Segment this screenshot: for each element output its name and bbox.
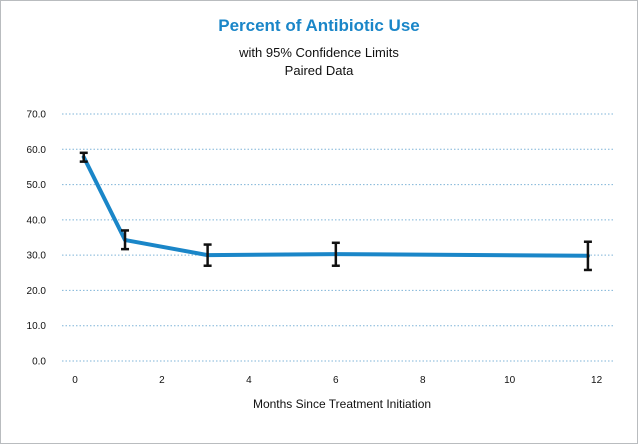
series-line-0 bbox=[81, 155, 590, 258]
error-bar-4 bbox=[583, 240, 592, 272]
x-axis-label: Months Since Treatment Initiation bbox=[253, 397, 431, 411]
data-series bbox=[81, 155, 590, 258]
x-tick-label-2: 4 bbox=[246, 375, 252, 386]
y-tick-label-7: 70.0 bbox=[27, 110, 47, 121]
x-tick-label-5: 10 bbox=[504, 375, 516, 386]
y-axis-ticks: 0.0 10.0 20.0 30.0 40.0 50.0 60.0 70.0 bbox=[27, 110, 47, 368]
x-tick-label-0: 0 bbox=[72, 375, 78, 386]
y-tick-label-5: 50.0 bbox=[27, 180, 47, 191]
x-tick-label-4: 8 bbox=[420, 375, 426, 386]
y-tick-label-4: 40.0 bbox=[27, 215, 47, 226]
chart-subtitle-line-2: Paired Data bbox=[284, 63, 354, 78]
gridlines bbox=[62, 113, 614, 362]
chart-title: Percent of Antibiotic Use bbox=[218, 16, 420, 35]
error-bar-0 bbox=[79, 151, 88, 163]
chart-subtitle-line-1: with 95% Confidence Limits bbox=[239, 45, 399, 60]
y-tick-label-6: 60.0 bbox=[27, 145, 47, 156]
y-tick-label-3: 30.0 bbox=[27, 251, 47, 262]
y-tick-label-1: 10.0 bbox=[27, 321, 47, 332]
x-tick-label-6: 12 bbox=[591, 375, 603, 386]
y-tick-label-0: 0.0 bbox=[32, 357, 46, 368]
x-tick-label-1: 2 bbox=[159, 375, 165, 386]
error-bar-1 bbox=[121, 229, 130, 251]
error-bars bbox=[79, 151, 592, 272]
x-tick-label-3: 6 bbox=[333, 375, 339, 386]
y-tick-label-2: 20.0 bbox=[27, 286, 47, 297]
error-bar-3 bbox=[331, 241, 340, 267]
x-axis-ticks: 0 2 4 6 8 10 12 bbox=[72, 375, 602, 386]
error-bar-2 bbox=[203, 243, 212, 267]
